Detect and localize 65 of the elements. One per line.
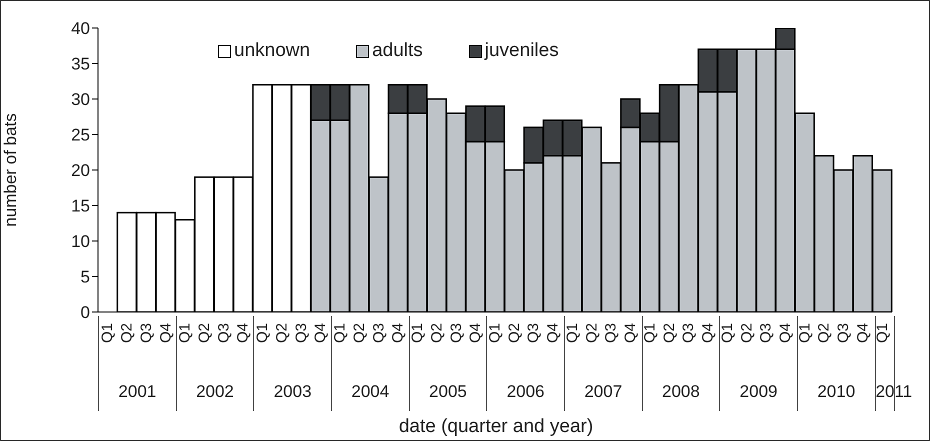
y-tick-label: 0 xyxy=(80,303,90,322)
y-tick-label: 20 xyxy=(71,161,90,180)
text: 2005 xyxy=(428,382,468,402)
x-tick-label: Q2 xyxy=(660,323,678,344)
x-tick-label: Q3 xyxy=(292,323,310,344)
x-tick-label: Q2 xyxy=(350,323,368,344)
text: 2004 xyxy=(350,382,390,402)
y-tick-label: 35 xyxy=(71,54,90,74)
y-axis-title: number of bats xyxy=(1,113,20,227)
text: 2010 xyxy=(816,382,856,402)
x-tick-label: Q1 xyxy=(99,323,116,344)
y-tick-label: 40 xyxy=(71,19,90,38)
text: 2002 xyxy=(195,382,235,402)
y-tick-label: 25 xyxy=(71,126,90,145)
x-tick-label: Q3 xyxy=(758,323,775,344)
y-tick-label: 15 xyxy=(71,196,90,216)
x-tick-label: Q4 xyxy=(700,323,717,344)
y-tick-label: 10 xyxy=(71,232,90,252)
x-tick-label: Q2 xyxy=(428,323,446,344)
x-tick-label: Q2 xyxy=(506,323,523,344)
x-tick-label: Q4 xyxy=(234,323,252,344)
x-tick-label: Q4 xyxy=(622,323,640,344)
x-tick-label: Q1 xyxy=(254,323,272,344)
x-tick-label: Q2 xyxy=(738,323,756,344)
x-tick-label: Q4 xyxy=(157,323,174,344)
x-tick-label: Q4 xyxy=(544,323,562,344)
x-tick-label: Q4 xyxy=(312,323,330,344)
legend-label: juveniles xyxy=(484,40,559,62)
x-tick-label: Q2 xyxy=(196,323,214,344)
x-tick-label: Q1 xyxy=(486,323,504,344)
x-tick-label: Q3 xyxy=(370,323,388,344)
text: 2008 xyxy=(661,382,701,402)
x-tick-label: Q4 xyxy=(854,323,872,344)
text: 2009 xyxy=(738,382,778,402)
x-tick-label: Q1 xyxy=(564,323,581,344)
y-tick-label: 5 xyxy=(80,268,90,287)
x-tick-label: Q1 xyxy=(176,323,194,344)
x-tick-label: Q1 xyxy=(332,323,349,344)
legend-label: adults xyxy=(372,40,423,62)
legend-label: unknown xyxy=(234,40,310,62)
y-tick-label: 30 xyxy=(71,90,90,110)
text: 2001 xyxy=(117,382,158,402)
x-tick-label: Q3 xyxy=(835,323,852,344)
x-tick-label: Q1 xyxy=(718,323,736,344)
x-tick-label: Q2 xyxy=(118,323,136,344)
x-tick-label: Q1 xyxy=(409,323,426,344)
x-tick-label: Q4 xyxy=(776,323,794,344)
x-tick-label: Q2 xyxy=(273,323,290,344)
x-tick-label: Q3 xyxy=(448,323,465,344)
text: 2006 xyxy=(506,382,546,402)
x-tick-label: Q3 xyxy=(602,323,620,344)
x-axis-title: date (quarter and year) xyxy=(398,416,594,438)
x-tick-label: Q3 xyxy=(680,323,698,344)
x-tick-label: Q2 xyxy=(816,323,833,344)
x-tick-label: Q1 xyxy=(796,323,814,344)
x-tick-label: Q2 xyxy=(583,323,600,344)
x-tick-label: Q3 xyxy=(525,323,542,344)
x-tick-label: Q4 xyxy=(390,323,407,344)
x-tick-label: Q1 xyxy=(641,323,658,344)
x-tick-label: Q3 xyxy=(215,323,232,344)
text: 2003 xyxy=(272,382,313,402)
x-tick-label: Q4 xyxy=(467,323,484,344)
x-tick-label: Q3 xyxy=(138,323,155,344)
x-tick-label: Q1 xyxy=(874,323,891,344)
text: 2007 xyxy=(583,382,624,402)
